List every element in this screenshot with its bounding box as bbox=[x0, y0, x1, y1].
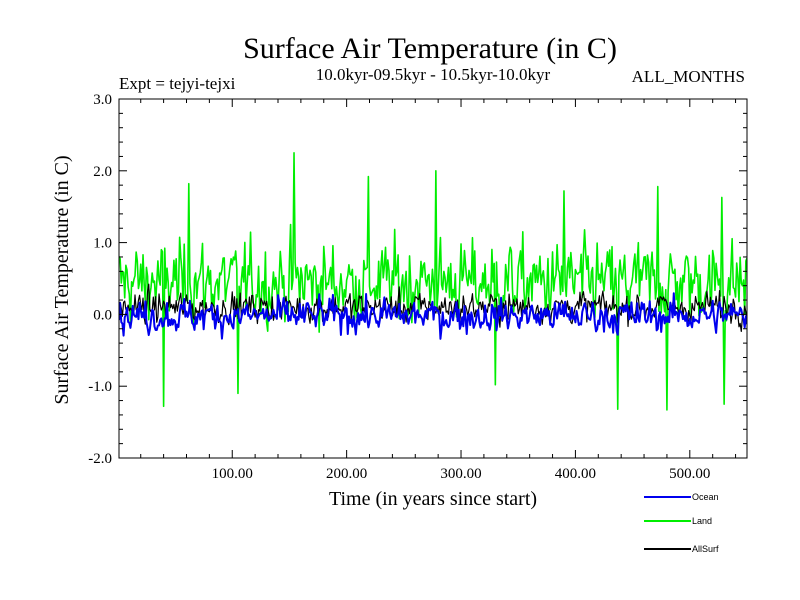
x-tick-label: 500.00 bbox=[669, 466, 710, 482]
x-tick-label: 300.00 bbox=[440, 466, 481, 482]
legend: Ocean Land AllSurf bbox=[644, 492, 719, 554]
series-line-ocean bbox=[119, 292, 747, 340]
y-axis-label: Surface Air Temperature (in C) bbox=[51, 155, 73, 404]
chart-subtitle: 10.0kyr-09.5kyr - 10.5kyr-10.0kyr bbox=[316, 65, 551, 84]
series-line-land bbox=[119, 152, 747, 411]
y-tick-label: -2.0 bbox=[88, 451, 112, 467]
y-tick-label: 3.0 bbox=[93, 92, 112, 108]
y-tick-label: -1.0 bbox=[88, 379, 112, 395]
y-tick-label: 0.0 bbox=[93, 307, 112, 323]
experiment-label: Expt = tejyi-tejxi bbox=[119, 74, 236, 93]
x-tick-label: 400.00 bbox=[555, 466, 596, 482]
series-layer bbox=[119, 152, 747, 411]
plot-frame bbox=[118, 98, 748, 459]
x-tick-label: 200.00 bbox=[326, 466, 367, 482]
legend-label-allsurf: AllSurf bbox=[692, 544, 719, 554]
y-tick-label: 2.0 bbox=[93, 164, 112, 180]
legend-label-land: Land bbox=[692, 516, 712, 526]
axis-ticks: -2.0 -1.0 0.0 1.0 2.0 3.0 100.00 200.00 300.00 40… bbox=[88, 92, 747, 482]
chart-title: Surface Air Temperature (in C) bbox=[243, 32, 617, 65]
x-tick-label: 100.00 bbox=[212, 466, 253, 482]
months-label: ALL_MONTHS bbox=[632, 67, 745, 86]
legend-label-ocean: Ocean bbox=[692, 492, 719, 502]
y-tick-label: 1.0 bbox=[93, 236, 112, 252]
x-axis-label: Time (in years since start) bbox=[329, 488, 537, 510]
